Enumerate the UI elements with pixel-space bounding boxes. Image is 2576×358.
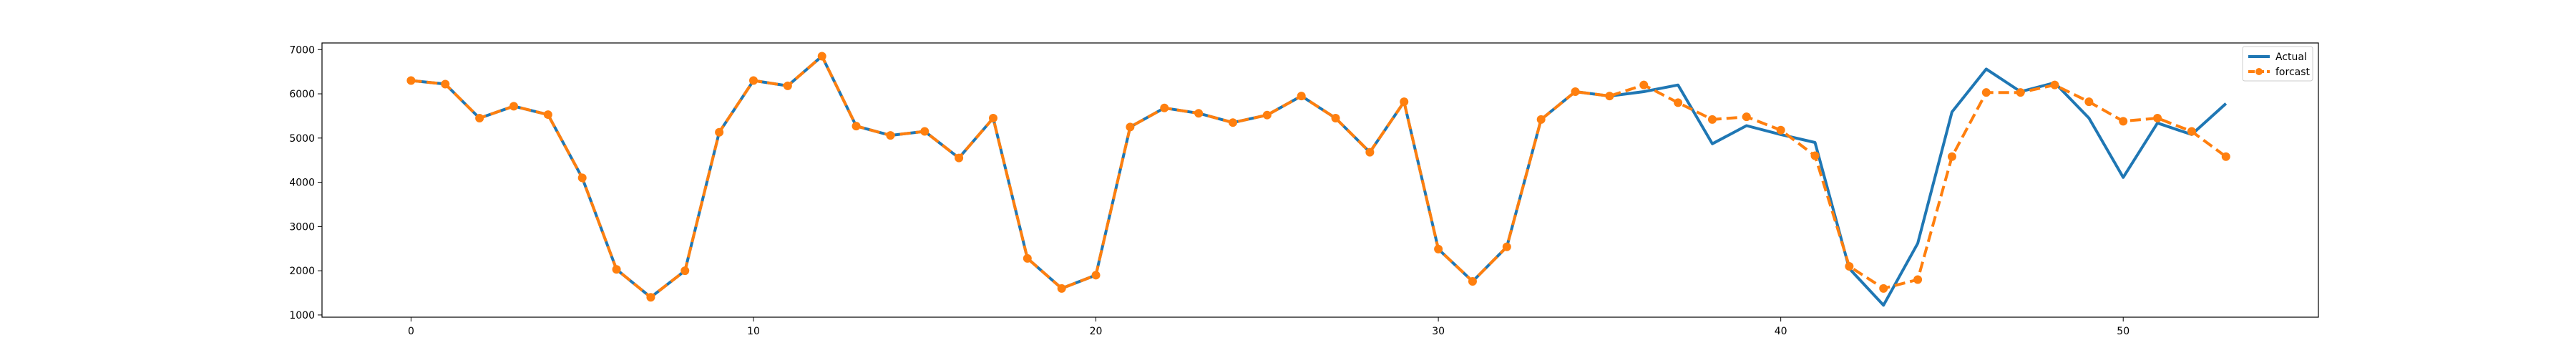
data-point-forcast [2084,97,2094,107]
data-point-forcast [1297,92,1306,101]
data-point-forcast [612,265,621,274]
data-point-forcast [1331,114,1340,123]
data-point-forcast [1126,122,1135,132]
y-tick-label: 6000 [289,89,315,100]
x-tick-label: 10 [747,326,760,337]
data-point-forcast [577,173,587,183]
data-point-forcast [1536,115,1546,124]
x-tick-label: 20 [1090,326,1103,337]
data-point-forcast [2187,127,2196,136]
data-point-forcast [1981,88,1991,97]
data-point-forcast [1228,118,1237,127]
x-tick-label: 30 [1432,326,1445,337]
data-point-forcast [406,76,416,85]
legend-marker-forcast [2255,68,2263,75]
data-point-forcast [1845,261,1854,271]
y-axis: 1000 2000 3000 4000 5000 6000 7000 [289,44,322,321]
y-tick-label: 2000 [289,266,315,277]
data-point-forcast [1879,284,1888,293]
data-point-forcast [1400,97,1409,107]
data-point-forcast [1262,110,1272,120]
data-point-forcast [1742,112,1751,122]
y-tick-label: 5000 [289,133,315,145]
legend-label-forcast: forcast [2275,67,2311,78]
data-point-forcast [920,127,930,136]
data-point-forcast [1571,87,1580,96]
data-point-forcast [2153,114,2162,123]
data-point-forcast [1674,98,1683,107]
data-point-forcast [1091,271,1101,280]
data-point-forcast [1434,244,1443,253]
data-point-forcast [1810,151,1820,160]
data-point-forcast [1913,275,1923,284]
data-point-forcast [509,102,518,111]
data-point-forcast [886,131,895,140]
data-point-forcast [1947,152,1956,161]
y-tick-label: 1000 [289,310,315,321]
data-point-forcast [475,114,484,123]
data-point-forcast [1023,253,1032,263]
series-layer [406,52,2230,307]
legend-label-actual: Actual [2275,52,2307,63]
plot-area [321,42,2319,318]
data-point-forcast [2016,88,2025,97]
series-line-forcast [411,54,2227,299]
data-point-forcast [2221,152,2230,161]
legend: Actual forcast [2242,46,2313,82]
data-point-forcast [1707,115,1717,124]
data-point-forcast [1605,92,1614,101]
data-point-forcast [1194,109,1204,118]
data-point-forcast [1057,284,1066,293]
data-point-forcast [783,81,792,90]
data-point-forcast [2119,117,2128,126]
data-point-forcast [646,293,655,302]
data-point-forcast [715,127,724,137]
data-point-forcast [748,76,758,85]
data-point-forcast [1776,125,1785,135]
x-axis: 0 10 20 30 40 50 [408,317,2129,337]
y-tick-label: 7000 [289,44,315,56]
data-point-forcast [2050,80,2059,90]
data-point-forcast [543,110,552,120]
data-point-forcast [441,79,450,89]
x-tick-label: 0 [408,326,414,337]
y-tick-label: 3000 [289,221,315,233]
data-point-forcast [955,153,964,163]
data-point-forcast [1502,242,1511,251]
y-tick-label: 4000 [289,178,315,189]
data-point-forcast [988,114,997,123]
data-point-forcast [852,122,861,131]
data-point-forcast [1468,276,1477,286]
x-tick-label: 40 [1775,326,1787,337]
data-point-forcast [1365,147,1375,157]
x-tick-label: 50 [2117,326,2129,337]
data-point-forcast [1160,103,1169,112]
data-point-forcast [680,266,690,276]
data-point-forcast [817,52,826,61]
data-point-forcast [1639,80,1649,90]
